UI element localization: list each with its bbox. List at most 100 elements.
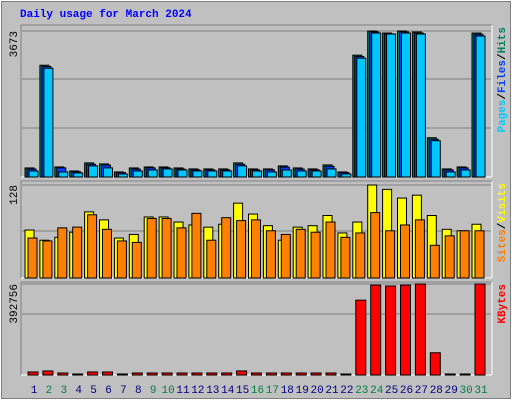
bar [132,170,143,178]
bar [191,372,203,376]
x-tick-label: 1 [31,385,38,397]
bar [131,241,142,279]
bar [251,372,262,376]
bar [176,227,187,279]
x-tick-label: 8 [135,385,142,397]
bar [266,171,277,178]
legend-entry: Pages [497,100,509,133]
bar [73,172,84,178]
bar [206,239,217,279]
bar [370,284,382,376]
bar [445,171,456,178]
bar [103,167,113,178]
legend-entry: Sites [497,229,509,262]
legend-entry: Hits [497,27,509,53]
bar [72,373,84,376]
bar [385,285,397,376]
bar [206,372,218,376]
bar [385,230,396,279]
bar [102,228,112,279]
bar [192,170,203,178]
bar [162,168,173,178]
bar [414,283,426,376]
y-max-label: 3673 [9,31,21,57]
panel [20,281,493,376]
legend: Pages/Files/Hits [497,27,509,133]
bar [43,67,54,178]
bar [57,372,69,376]
bar [42,370,54,376]
bar [191,212,202,279]
bar [131,372,143,376]
x-tick-label: 2 [46,385,53,397]
bar [27,237,38,279]
x-tick-label: 29 [445,385,458,397]
legend: Sites/Visits [497,183,509,262]
bar [222,170,233,178]
bar [475,35,486,178]
bar [42,240,53,279]
x-tick-label: 9 [150,385,157,397]
bar [161,217,172,279]
x-tick-label: 27 [415,385,428,397]
bar [474,230,485,279]
bar [87,371,99,376]
bar [325,372,337,376]
bar [415,33,426,178]
bar [429,244,440,279]
x-tick-label: 23 [355,385,368,397]
x-tick-label: 21 [325,385,339,397]
bar [370,212,381,279]
bar [236,370,248,376]
x-tick-label: 24 [370,385,384,397]
x-tick-label: 17 [266,385,279,397]
bar [72,226,83,279]
bar [401,32,411,178]
legend-separator: / [497,53,509,60]
bar [400,284,411,376]
bar [326,168,337,178]
bar [295,372,307,376]
x-tick-label: 31 [474,385,488,397]
x-tick-label: 18 [281,385,294,397]
bar [400,224,410,279]
bar [251,219,261,279]
bar [340,236,351,279]
bar [310,372,322,376]
bar [147,169,158,178]
bar [176,372,188,376]
bar [57,227,68,279]
x-tick-label: 11 [176,385,190,397]
bar [221,217,232,279]
bar [296,170,307,178]
x-tick-label: 20 [310,385,323,397]
bar [252,170,262,178]
x-tick-label: 19 [296,385,309,397]
bar [161,372,173,376]
bar [371,32,382,178]
x-tick-label: 6 [105,385,112,397]
bar [310,231,321,279]
x-tick-label: 15 [236,385,249,397]
bar [58,171,69,178]
bar [386,33,397,178]
x-tick-label: 13 [206,385,219,397]
y-max-label: 128 [9,185,21,205]
legend-entry: Visits [497,183,509,223]
bar [177,169,188,178]
bar [459,373,471,376]
x-tick-label: 5 [90,385,97,397]
legend-entry: KBytes [497,284,509,324]
y-max-label: 392756 [9,284,21,324]
bar [237,165,248,178]
bar [117,173,128,178]
x-tick-label: 30 [459,385,472,397]
x-tick-label: 12 [191,385,204,397]
x-tick-label: 4 [75,385,82,397]
bar [116,240,127,279]
bar [221,372,233,376]
x-tick-label: 14 [221,385,235,397]
legend-separator: / [497,222,509,229]
x-tick-label: 28 [430,385,443,397]
